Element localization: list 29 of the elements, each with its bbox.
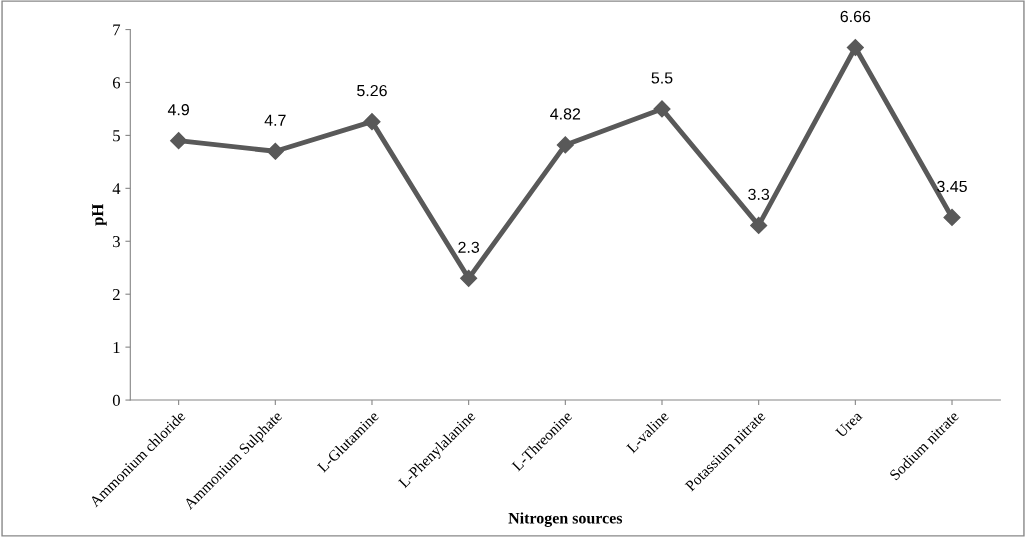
y-tick-label: 3 <box>113 236 120 248</box>
data-label: 5.5 <box>651 72 673 84</box>
y-tick-label: 1 <box>113 341 120 353</box>
data-label: 4.9 <box>167 104 189 116</box>
y-tick-label: 4 <box>112 183 121 195</box>
y-tick-label: 7 <box>113 24 121 36</box>
point <box>363 113 381 131</box>
data-label: 4.82 <box>550 108 581 120</box>
y-tick-label: 5 <box>113 130 120 142</box>
point <box>846 38 864 57</box>
data-label: 5.26 <box>357 84 387 97</box>
data-label: 3.3 <box>748 188 770 201</box>
data-label: 2.3 <box>458 241 480 253</box>
data-label: 3.45 <box>937 180 967 193</box>
data-label: 4.7 <box>264 114 286 126</box>
point <box>170 132 188 150</box>
point <box>460 269 478 287</box>
y-tick-label: 0 <box>112 394 120 407</box>
x-tick-label: Urea <box>835 410 863 439</box>
y-tick-label: 2 <box>112 288 120 300</box>
point <box>653 100 671 118</box>
point <box>266 142 284 160</box>
point <box>943 208 961 226</box>
y-axis-title: pH <box>92 203 107 226</box>
point <box>556 136 574 154</box>
point <box>750 216 768 234</box>
data-label: 6.66 <box>840 10 871 23</box>
y-tick-label: 6 <box>112 77 121 89</box>
x-axis-title: Nitrogen sources <box>508 512 623 527</box>
